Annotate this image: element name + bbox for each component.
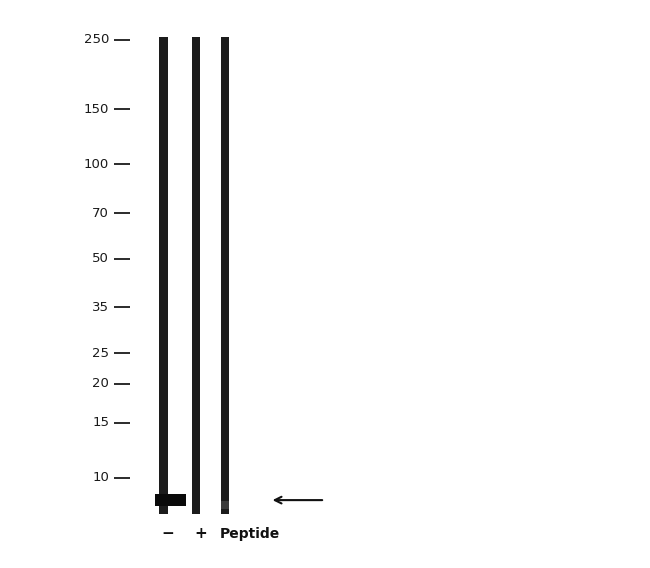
Text: 10: 10 [92,471,109,485]
Text: 25: 25 [92,346,109,360]
Text: 15: 15 [92,416,109,429]
Text: 50: 50 [92,252,109,265]
Bar [192,37,200,514]
Bar [159,37,168,514]
Text: 100: 100 [84,158,109,171]
Bar [221,502,229,509]
Text: 250: 250 [84,34,109,46]
Text: 20: 20 [92,377,109,390]
Text: 150: 150 [84,103,109,116]
Text: 70: 70 [92,207,109,220]
Text: 35: 35 [92,301,109,314]
Text: Peptide: Peptide [220,527,280,541]
Bar [155,494,186,506]
Text: −: − [161,527,174,541]
Text: +: + [194,527,207,541]
Bar [221,37,229,514]
